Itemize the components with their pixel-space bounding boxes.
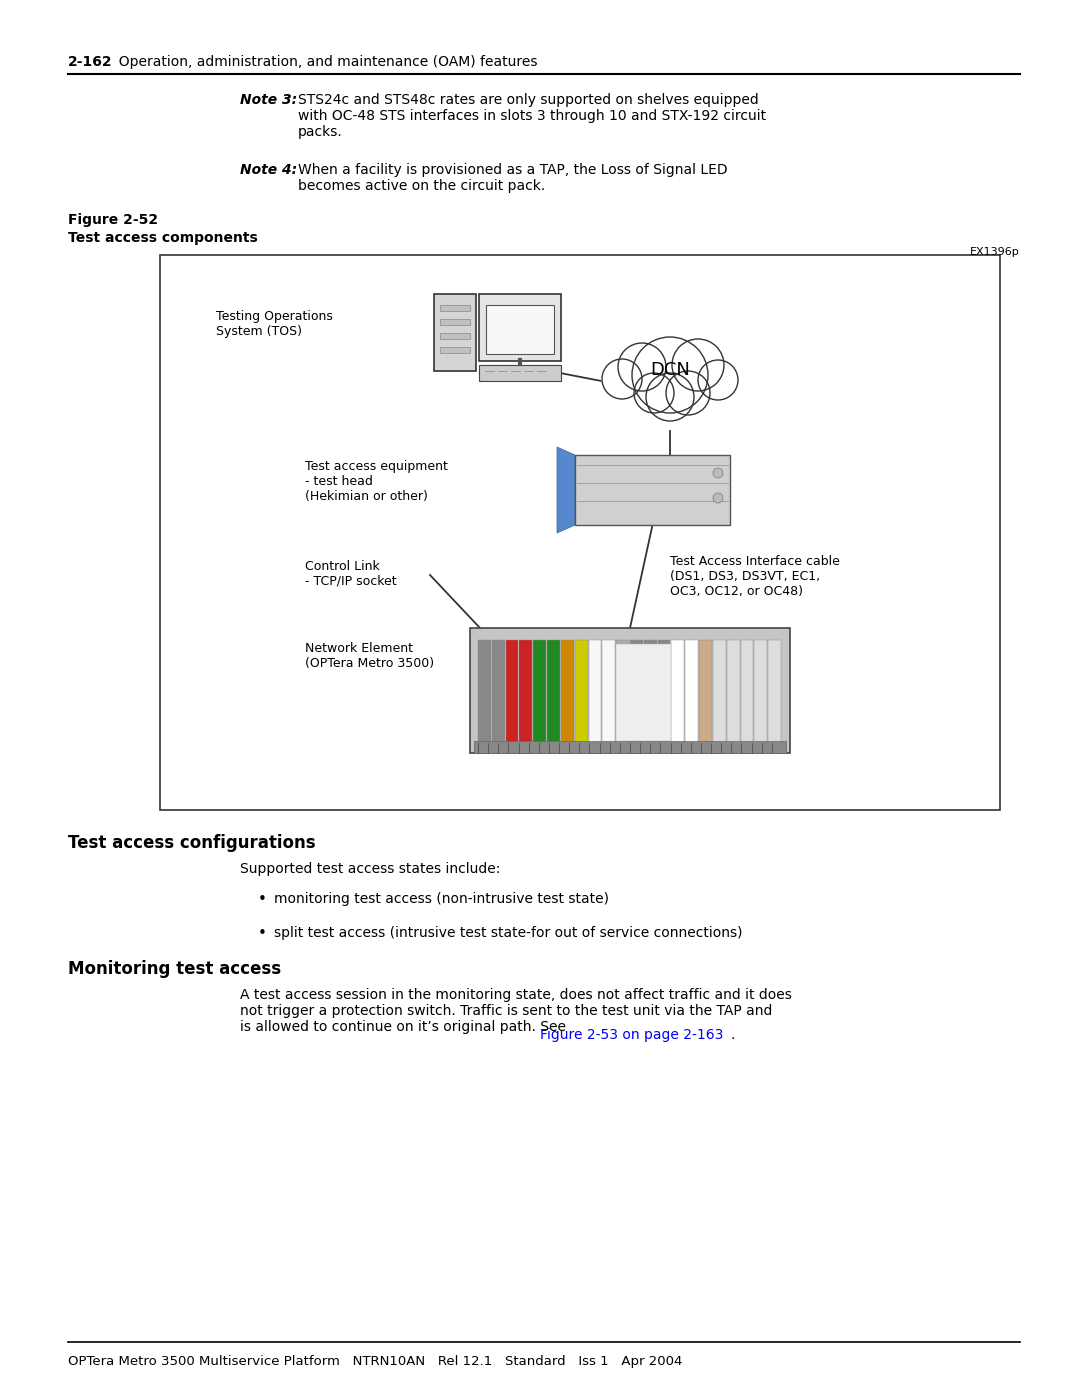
Text: .: . xyxy=(730,1028,734,1042)
Bar xyxy=(491,640,504,745)
Circle shape xyxy=(713,493,723,503)
Text: Network Element
(OPTera Metro 3500): Network Element (OPTera Metro 3500) xyxy=(305,643,434,671)
Text: STS24c and STS48c rates are only supported on shelves equipped
with OC-48 STS in: STS24c and STS48c rates are only support… xyxy=(298,94,766,140)
Text: Figure 2-53 on page 2-163: Figure 2-53 on page 2-163 xyxy=(540,1028,724,1042)
FancyBboxPatch shape xyxy=(470,629,789,753)
Text: Supported test access states include:: Supported test access states include: xyxy=(240,862,500,876)
Bar xyxy=(754,640,767,745)
Bar xyxy=(440,346,470,353)
Bar xyxy=(686,640,698,745)
Text: Note 4:: Note 4: xyxy=(240,163,302,177)
Text: Operation, administration, and maintenance (OAM) features: Operation, administration, and maintenan… xyxy=(110,54,538,68)
Text: •: • xyxy=(258,926,267,942)
FancyBboxPatch shape xyxy=(480,293,561,360)
Circle shape xyxy=(713,468,723,478)
Bar xyxy=(741,640,754,745)
Text: Test access equipment
- test head
(Hekimian or other): Test access equipment - test head (Hekim… xyxy=(305,460,448,503)
Bar xyxy=(534,640,546,745)
Bar xyxy=(630,640,643,745)
Bar xyxy=(505,640,518,745)
Text: Testing Operations
System (TOS): Testing Operations System (TOS) xyxy=(216,310,333,338)
Bar xyxy=(440,319,470,326)
Bar xyxy=(575,640,588,745)
Text: When a facility is provisioned as a TAP, the Loss of Signal LED
becomes active o: When a facility is provisioned as a TAP,… xyxy=(298,163,728,193)
Text: EX1396p: EX1396p xyxy=(970,247,1020,257)
Bar xyxy=(440,305,470,312)
FancyBboxPatch shape xyxy=(480,365,561,381)
Bar xyxy=(561,640,573,745)
Bar xyxy=(713,640,726,745)
Bar xyxy=(658,640,671,745)
Bar xyxy=(727,640,740,745)
FancyBboxPatch shape xyxy=(486,305,554,353)
Bar xyxy=(644,640,657,745)
Bar xyxy=(519,640,532,745)
Circle shape xyxy=(646,373,694,420)
FancyBboxPatch shape xyxy=(434,293,476,372)
FancyBboxPatch shape xyxy=(575,455,730,525)
Bar xyxy=(160,256,1000,810)
Circle shape xyxy=(634,373,674,414)
Text: monitoring test access (non-intrusive test state): monitoring test access (non-intrusive te… xyxy=(274,893,609,907)
Circle shape xyxy=(666,372,710,415)
Bar xyxy=(548,640,559,745)
Text: Note 3:: Note 3: xyxy=(240,94,302,108)
Circle shape xyxy=(602,359,642,400)
Circle shape xyxy=(618,344,666,391)
Text: Control Link
- TCP/IP socket: Control Link - TCP/IP socket xyxy=(305,560,396,588)
Circle shape xyxy=(632,337,708,414)
Text: split test access (intrusive test state-for out of service connections): split test access (intrusive test state-… xyxy=(274,926,743,940)
Bar xyxy=(617,644,672,740)
Text: OPTera Metro 3500 Multiservice Platform   NTRN10AN   Rel 12.1   Standard   Iss 1: OPTera Metro 3500 Multiservice Platform … xyxy=(68,1355,683,1368)
Text: DCN: DCN xyxy=(650,360,690,379)
Circle shape xyxy=(672,339,724,391)
Text: Test access configurations: Test access configurations xyxy=(68,834,315,852)
Bar xyxy=(617,640,629,745)
Bar xyxy=(699,640,712,745)
Bar xyxy=(768,640,781,745)
Bar xyxy=(478,640,490,745)
Bar xyxy=(603,640,616,745)
Text: •: • xyxy=(258,893,267,907)
Text: Test access components: Test access components xyxy=(68,231,258,244)
Polygon shape xyxy=(557,447,575,534)
Bar xyxy=(440,332,470,339)
Text: 2-162: 2-162 xyxy=(68,54,112,68)
Text: Figure 2-52: Figure 2-52 xyxy=(68,212,158,226)
Text: Monitoring test access: Monitoring test access xyxy=(68,960,281,978)
Bar xyxy=(474,740,786,753)
Bar xyxy=(589,640,602,745)
Text: Test Access Interface cable
(DS1, DS3, DS3VT, EC1,
OC3, OC12, or OC48): Test Access Interface cable (DS1, DS3, D… xyxy=(670,555,840,598)
Circle shape xyxy=(698,360,738,400)
Text: A test access session in the monitoring state, does not affect traffic and it do: A test access session in the monitoring … xyxy=(240,988,792,1034)
Bar xyxy=(672,640,685,745)
